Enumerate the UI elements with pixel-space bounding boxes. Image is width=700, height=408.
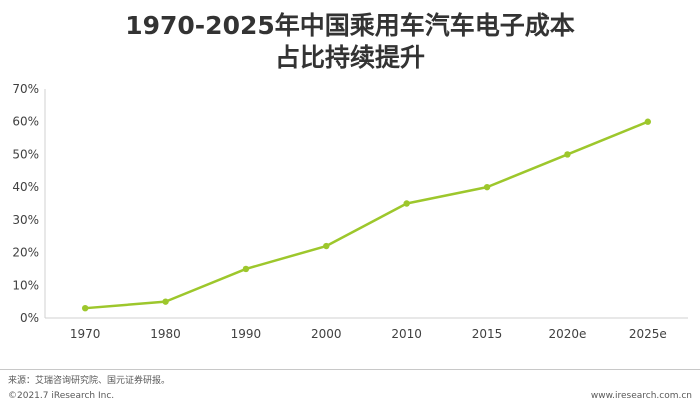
- chart-axes: [44, 89, 688, 319]
- x-tick-label: 1990: [231, 327, 262, 341]
- chart-title-line2: 占比持续提升: [274, 43, 425, 72]
- y-tick-label: 10%: [12, 278, 39, 292]
- chart-series: [81, 118, 652, 312]
- y-tick-label: 0%: [20, 311, 39, 325]
- source-note: 来源：艾瑞咨询研究院、国元证券研报。: [8, 376, 171, 386]
- x-tick-label: 2025e: [629, 327, 667, 341]
- chart-title-line1: 1970-2025年中国乘用车汽车电子成本: [125, 11, 575, 40]
- data-point: [162, 298, 169, 305]
- y-tick-label: 20%: [12, 246, 39, 260]
- y-tick-label: 60%: [12, 115, 39, 129]
- x-tick-label: 2015: [472, 327, 503, 341]
- y-tick-label: 70%: [12, 82, 39, 96]
- data-point: [644, 118, 652, 125]
- x-tick-label: 2020e: [548, 327, 586, 341]
- y-tick-label: 30%: [12, 213, 39, 227]
- x-tick-label: 2000: [311, 327, 342, 341]
- data-point: [81, 304, 89, 312]
- data-point: [483, 183, 491, 191]
- series-line: [85, 120, 649, 310]
- y-tick-label: 40%: [12, 180, 39, 194]
- data-point: [564, 151, 571, 158]
- data-point: [323, 242, 330, 250]
- data-point: [242, 265, 250, 273]
- website-link[interactable]: www.iresearch.com.cn: [590, 391, 692, 401]
- data-point: [403, 200, 410, 207]
- x-tick-label: 2010: [391, 327, 422, 341]
- x-tick-label: 1970: [70, 327, 101, 341]
- y-tick-label: 50%: [12, 147, 39, 161]
- x-tick-label: 1980: [150, 327, 181, 341]
- footer-divider: [0, 369, 700, 370]
- x-tick-labels: 1970 1980 1990 2000 2010 2015 2020e 2025e: [70, 327, 667, 341]
- y-tick-labels: 0% 10% 20% 30% 40% 50% 60% 70%: [12, 82, 39, 325]
- copyright-text: ©2021.7 iResearch Inc.: [8, 391, 115, 401]
